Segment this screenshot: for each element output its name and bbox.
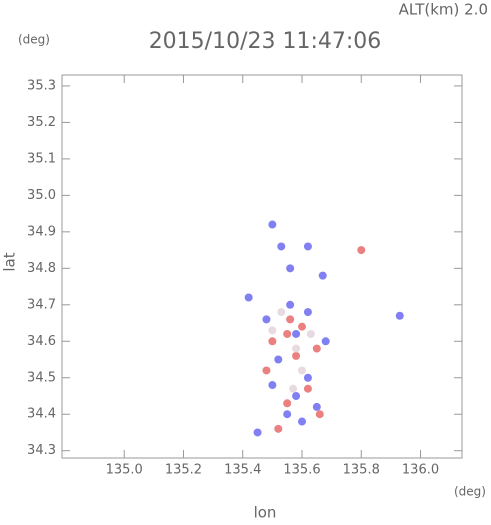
y-tick-label: 35.0 — [27, 188, 56, 203]
data-point — [298, 366, 306, 375]
y-tick-label: 34.3 — [27, 443, 56, 458]
subtitle: ALT(km) 2.0 — [399, 1, 488, 19]
data-point — [283, 329, 292, 338]
data-point — [286, 264, 295, 273]
data-point — [253, 428, 262, 437]
data-point — [244, 293, 253, 302]
y-tick-label: 34.7 — [27, 297, 56, 312]
x-tick-label: 136.0 — [402, 463, 439, 478]
x-tick-label: 135.0 — [106, 463, 143, 478]
data-point — [306, 329, 315, 338]
data-point — [298, 322, 306, 331]
x-tick-label: 135.8 — [343, 463, 380, 478]
data-point — [298, 417, 306, 426]
x-tick-label: 135.4 — [224, 463, 261, 478]
data-point — [262, 366, 271, 375]
y-tick-label: 34.6 — [27, 334, 56, 349]
plot-frame — [61, 74, 463, 459]
data-point — [292, 344, 301, 353]
x-tick-label: 135.2 — [165, 463, 202, 478]
y-tick-label: 34.9 — [27, 224, 56, 239]
y-tick-label: 35.3 — [27, 78, 56, 93]
data-point — [268, 220, 277, 229]
data-point — [268, 337, 277, 346]
y-label: lat — [1, 252, 19, 271]
data-point — [303, 242, 312, 251]
x-tick-label: 135.6 — [283, 463, 320, 478]
data-point — [277, 308, 286, 317]
y-unit: (deg) — [18, 33, 50, 47]
y-tick-label: 34.4 — [27, 407, 56, 422]
x-label: lon — [254, 504, 277, 522]
data-point — [312, 344, 321, 353]
data-point — [303, 308, 312, 317]
data-point — [321, 337, 330, 346]
data-point — [292, 351, 301, 360]
data-point — [395, 311, 404, 320]
y-tick-label: 34.5 — [27, 370, 56, 385]
y-tick-label: 34.8 — [27, 261, 56, 276]
data-point — [318, 271, 327, 280]
data-point — [289, 384, 298, 393]
data-point — [303, 373, 312, 382]
data-point — [286, 315, 295, 324]
x-unit: (deg) — [454, 485, 486, 499]
data-point — [292, 391, 301, 400]
data-point — [292, 329, 301, 338]
data-point — [283, 410, 292, 419]
data-point — [268, 326, 277, 335]
data-point — [274, 355, 283, 364]
data-point — [312, 402, 321, 411]
chart-title: 2015/10/23 11:47:06 — [149, 29, 382, 54]
data-point — [268, 381, 277, 390]
data-point — [262, 315, 271, 324]
data-point — [277, 242, 286, 251]
data-point — [274, 424, 283, 433]
data-point — [303, 384, 312, 393]
data-point — [286, 300, 295, 309]
data-point — [283, 399, 292, 408]
y-tick-label: 35.1 — [27, 151, 56, 166]
data-point — [357, 246, 366, 255]
data-point — [315, 410, 324, 419]
y-tick-label: 35.2 — [27, 115, 56, 130]
